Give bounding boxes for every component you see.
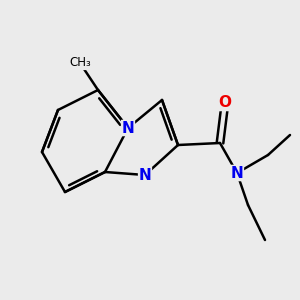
Text: N: N <box>122 121 134 136</box>
Text: N: N <box>139 167 152 182</box>
Text: N: N <box>231 166 243 181</box>
Text: O: O <box>218 95 232 110</box>
Text: CH₃: CH₃ <box>69 56 91 70</box>
